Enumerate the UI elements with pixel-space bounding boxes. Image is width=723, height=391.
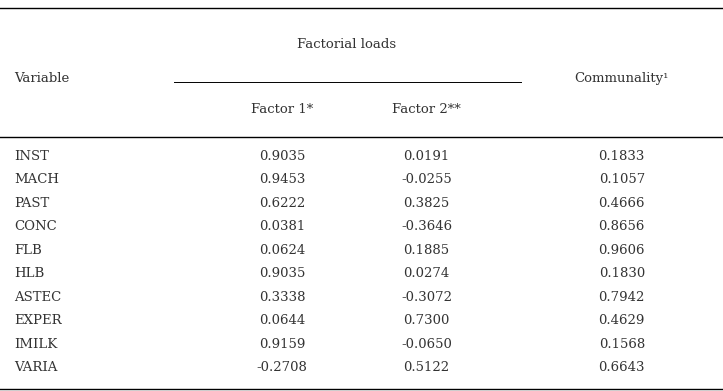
Text: 0.4629: 0.4629 (599, 314, 645, 327)
Text: 0.4666: 0.4666 (599, 197, 645, 210)
Text: MACH: MACH (14, 173, 59, 187)
Text: 0.3338: 0.3338 (259, 291, 305, 304)
Text: Communality¹: Communality¹ (575, 72, 669, 85)
Text: ASTEC: ASTEC (14, 291, 61, 304)
Text: -0.3646: -0.3646 (401, 220, 452, 233)
Text: 0.1057: 0.1057 (599, 173, 645, 187)
Text: 0.0191: 0.0191 (403, 150, 450, 163)
Text: IMILK: IMILK (14, 337, 58, 351)
Text: 0.9606: 0.9606 (599, 244, 645, 257)
Text: -0.3072: -0.3072 (401, 291, 452, 304)
Text: 0.7300: 0.7300 (403, 314, 450, 327)
Text: -0.0255: -0.0255 (401, 173, 452, 187)
Text: 0.9453: 0.9453 (259, 173, 305, 187)
Text: 0.6222: 0.6222 (259, 197, 305, 210)
Text: PAST: PAST (14, 197, 50, 210)
Text: Factorial loads: Factorial loads (297, 38, 397, 52)
Text: 0.1568: 0.1568 (599, 337, 645, 351)
Text: 0.1830: 0.1830 (599, 267, 645, 280)
Text: 0.9035: 0.9035 (259, 150, 305, 163)
Text: 0.5122: 0.5122 (403, 361, 450, 374)
Text: 0.7942: 0.7942 (599, 291, 645, 304)
Text: HLB: HLB (14, 267, 45, 280)
Text: 0.0644: 0.0644 (259, 314, 305, 327)
Text: 0.3825: 0.3825 (403, 197, 450, 210)
Text: EXPER: EXPER (14, 314, 62, 327)
Text: -0.2708: -0.2708 (257, 361, 307, 374)
Text: 0.0624: 0.0624 (259, 244, 305, 257)
Text: VARIA: VARIA (14, 361, 58, 374)
Text: 0.0274: 0.0274 (403, 267, 450, 280)
Text: Factor 1*: Factor 1* (251, 103, 313, 116)
Text: INST: INST (14, 150, 49, 163)
Text: 0.6643: 0.6643 (599, 361, 645, 374)
Text: CONC: CONC (14, 220, 57, 233)
Text: 0.0381: 0.0381 (259, 220, 305, 233)
Text: 0.9035: 0.9035 (259, 267, 305, 280)
Text: -0.0650: -0.0650 (401, 337, 452, 351)
Text: 0.9159: 0.9159 (259, 337, 305, 351)
Text: 0.1833: 0.1833 (599, 150, 645, 163)
Text: 0.1885: 0.1885 (403, 244, 450, 257)
Text: FLB: FLB (14, 244, 42, 257)
Text: Factor 2**: Factor 2** (392, 103, 461, 116)
Text: 0.8656: 0.8656 (599, 220, 645, 233)
Text: Variable: Variable (14, 72, 69, 85)
